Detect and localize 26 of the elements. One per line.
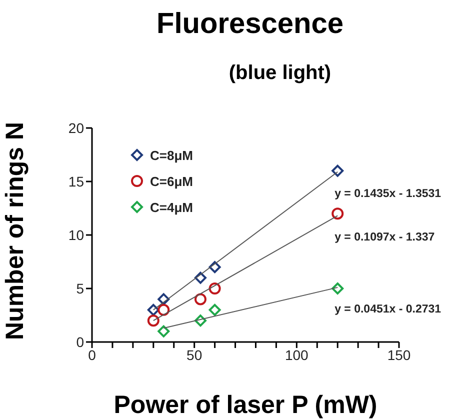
point	[332, 208, 344, 220]
point	[194, 293, 206, 306]
x-axis-title: Power of laser P (mW)	[114, 391, 378, 419]
legend-label: C=6μM	[150, 174, 193, 188]
x-tick-label: 50	[186, 346, 202, 363]
legend-label: C=8μM	[150, 148, 193, 162]
y-tick-label: 10	[68, 226, 84, 243]
x-tick-label: 100	[284, 346, 309, 363]
point	[158, 304, 170, 316]
point	[158, 325, 170, 338]
point	[147, 314, 160, 327]
y-tick-label: 0	[76, 334, 84, 350]
annotation: y = 0.0451x - 0.2731	[334, 303, 442, 316]
point	[332, 164, 344, 177]
legend-label: C=4μM	[150, 200, 193, 214]
y-tick-label: 15	[68, 173, 84, 190]
x-tick-label: 150	[387, 346, 411, 363]
y-tick-label: 20	[68, 120, 84, 136]
chart-title: Fluorescence	[156, 8, 344, 41]
x-tick-label: 0	[88, 346, 96, 363]
y-tick-label: 5	[76, 280, 84, 296]
annotation: y = 0.1097x - 1.337	[334, 232, 435, 244]
point	[208, 304, 221, 316]
annotation: y = 0.1435x - 1.3531	[334, 188, 442, 200]
chart-subtitle: (blue light)	[228, 62, 332, 85]
y-axis-title: Number of rings N	[0, 122, 29, 340]
